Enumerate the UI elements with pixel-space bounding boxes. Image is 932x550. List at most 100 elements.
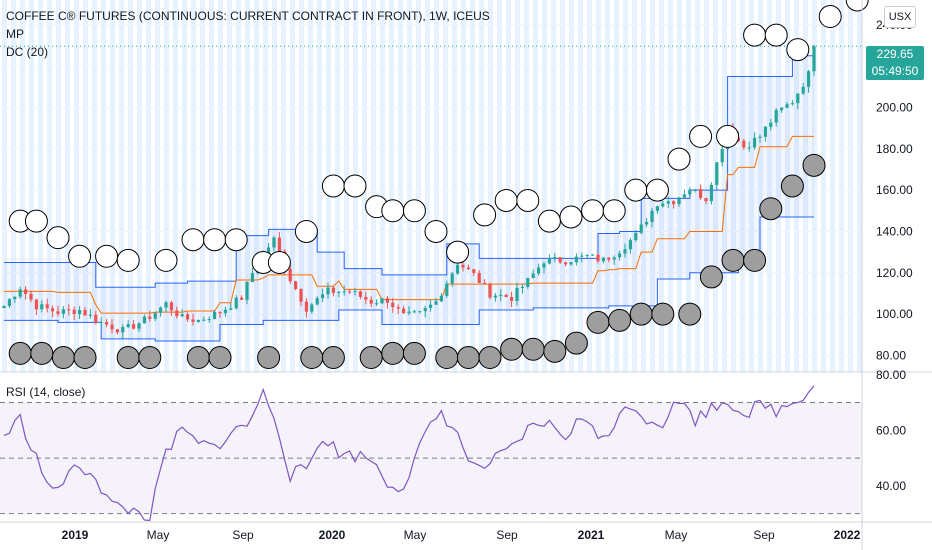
profile-stripe [848, 0, 853, 372]
candle-body [553, 257, 557, 259]
candle-body [202, 319, 206, 321]
time-tick-label: May [404, 528, 427, 542]
profile-circle [602, 199, 626, 223]
candle-body [493, 295, 497, 298]
candle-body [429, 304, 433, 308]
profile-stripe [110, 0, 115, 372]
candle-body [699, 189, 703, 198]
profile-stripe [47, 0, 52, 372]
profile-circle-filled [359, 346, 383, 370]
candle-body [213, 311, 217, 320]
candle-body [132, 324, 136, 329]
profile-stripe [803, 0, 808, 372]
profile-circle-filled [564, 331, 588, 355]
profile-circle [667, 147, 691, 171]
candle-body [369, 299, 373, 304]
candle-body [142, 316, 146, 324]
last-price-value: 229.65 [876, 47, 914, 61]
rsi-label[interactable]: RSI (14, close) [6, 385, 86, 399]
donchian-upper-line [4, 55, 814, 288]
profile-circles [8, 0, 869, 370]
time-tick-label: Sep [753, 528, 775, 542]
profile-stripe [209, 0, 214, 372]
profile-circle [203, 228, 227, 252]
candle-body [634, 232, 638, 241]
candle-body [267, 247, 271, 253]
profile-stripe [551, 0, 556, 372]
axis-labels: 80.00 100.00 120.00 140.00 160.00 180.00 200.0… [62, 18, 913, 542]
candle-body [672, 201, 676, 205]
profile-stripe [758, 0, 763, 372]
candle-body [304, 301, 308, 312]
profile-stripe [695, 0, 700, 372]
candle-body [294, 281, 298, 290]
profile-stripe [857, 0, 862, 372]
candle-body [272, 237, 276, 248]
candle-body [504, 294, 508, 298]
candle-body [488, 283, 492, 298]
profile-circle [764, 23, 788, 47]
candle-body [628, 240, 632, 250]
candle-body [412, 311, 416, 313]
profile-circle [267, 250, 291, 274]
candle-body [110, 324, 114, 330]
candle-body [639, 224, 643, 233]
profile-stripe [245, 0, 250, 372]
rsi-line [3, 385, 815, 522]
profile-circle-filled [116, 346, 140, 370]
candle-body [67, 309, 71, 311]
profile-stripe [821, 0, 826, 372]
rsi-tick-label: 60.00 [876, 423, 906, 437]
profile-circle [95, 244, 119, 268]
candle-body [483, 282, 487, 284]
profile-circle [154, 248, 178, 272]
candle-body [591, 254, 595, 256]
donchian-basis-line [4, 135, 814, 314]
candle-body [315, 298, 319, 305]
profile-stripe [38, 0, 43, 372]
candle-body [434, 301, 438, 305]
price-tick-label: 180.00 [876, 142, 913, 156]
profile-stripe [182, 0, 187, 372]
time-tick-label: Sep [232, 528, 254, 542]
candle-body [596, 254, 600, 262]
candle-body [618, 253, 622, 258]
profile-stripe [191, 0, 196, 372]
profile-stripe [560, 0, 565, 372]
profile-stripe [119, 0, 124, 372]
profile-stripe [83, 0, 88, 372]
profile-stripe [218, 0, 223, 372]
candle-body [461, 264, 465, 268]
profile-circle [46, 226, 70, 250]
candle-body [288, 268, 292, 282]
profile-circle [294, 219, 318, 243]
indicator-dc-label[interactable]: DC (20) [6, 45, 49, 59]
candle-body [186, 314, 190, 320]
candle-body [218, 311, 222, 314]
candle-body [321, 294, 325, 299]
candle-body [790, 103, 794, 105]
bar-countdown: 05:49:50 [871, 64, 919, 78]
candle-body [564, 262, 568, 265]
donchian-lower-line [4, 216, 814, 342]
candle-body [164, 302, 168, 308]
profile-stripe [308, 0, 313, 372]
candle-body [78, 310, 82, 315]
profile-circle [716, 124, 740, 148]
profile-stripe [164, 0, 169, 372]
indicator-mp-label[interactable]: MP [6, 27, 24, 41]
profile-stripe [299, 0, 304, 372]
currency-button[interactable]: USX [884, 6, 916, 28]
candle-body [137, 323, 141, 329]
profile-circle [818, 5, 842, 29]
profile-circle-filled [186, 346, 210, 370]
candle-body [456, 264, 460, 274]
profile-stripe [587, 0, 592, 372]
candle-body [88, 314, 92, 316]
profile-circle [343, 174, 367, 198]
candle-body [126, 324, 130, 328]
candle-body [650, 210, 654, 222]
candle-body [801, 86, 805, 94]
